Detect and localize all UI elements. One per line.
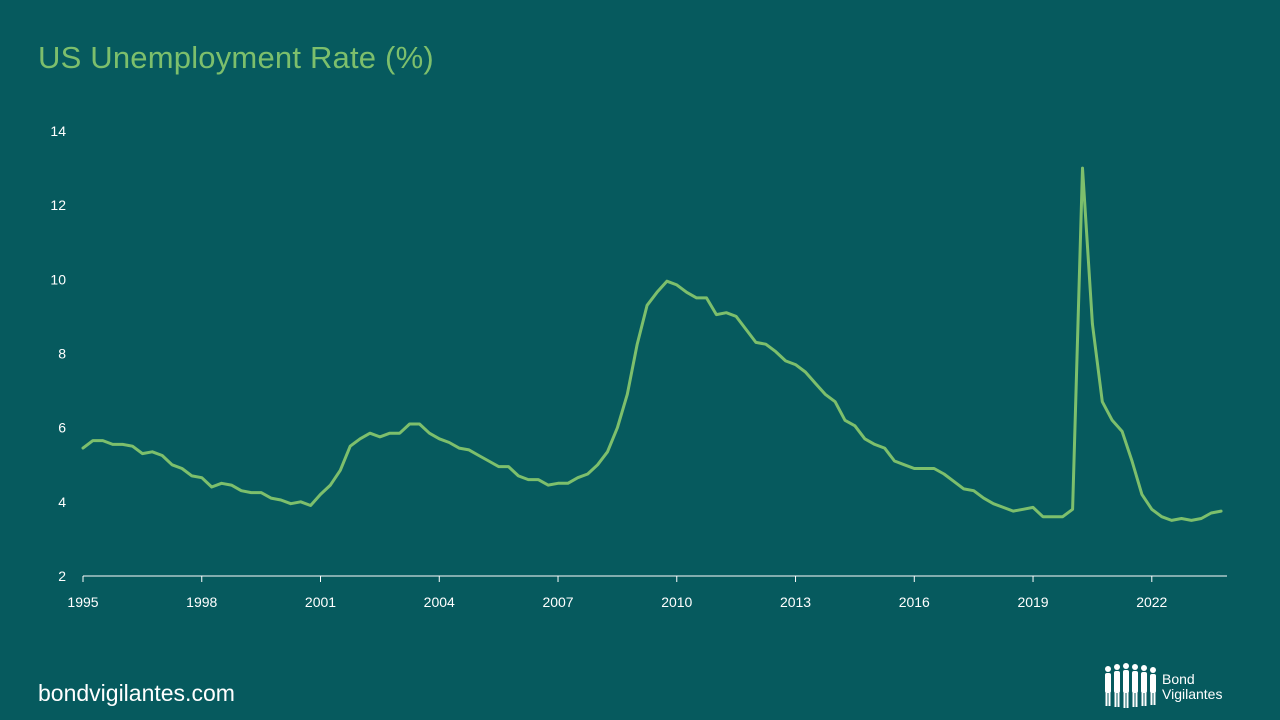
bond-vigilantes-logo: Bond Vigilantes (1100, 660, 1250, 710)
x-tick-label: 2022 (1136, 594, 1167, 610)
x-tick-label: 1995 (67, 594, 98, 610)
y-tick-label: 14 (50, 123, 66, 139)
series-group (81, 166, 1223, 522)
x-tick-label: 2001 (305, 594, 336, 610)
x-tick-label: 2019 (1017, 594, 1048, 610)
logo-text-vigilantes: Vigilantes (1162, 686, 1223, 702)
logo-text-bond: Bond (1162, 671, 1195, 687)
y-tick-label: 2 (58, 568, 66, 584)
y-tick-label: 6 (58, 420, 66, 436)
x-tick-label: 2010 (661, 594, 692, 610)
y-tick-label: 12 (50, 197, 66, 213)
series-line-unemployment (81, 166, 1223, 522)
x-tick-label: 2016 (899, 594, 930, 610)
y-tick-label: 10 (50, 271, 66, 287)
x-tick-label: 2013 (780, 594, 811, 610)
x-tick-label: 2007 (542, 594, 573, 610)
footer-url[interactable]: bondvigilantes.com (38, 680, 235, 706)
chart-title: US Unemployment Rate (%) (38, 40, 434, 75)
y-tick-label: 8 (58, 346, 66, 362)
x-tick-label: 2004 (424, 594, 455, 610)
x-tick-label: 1998 (186, 594, 217, 610)
x-axis: 1995 1998 2001 2004 2007 2010 2013 2016 2019 2022 (67, 575, 1227, 610)
y-axis: 2 4 6 8 10 12 14 (50, 123, 66, 584)
people-silhouette-icon (1105, 663, 1156, 708)
y-tick-label: 4 (58, 494, 66, 510)
